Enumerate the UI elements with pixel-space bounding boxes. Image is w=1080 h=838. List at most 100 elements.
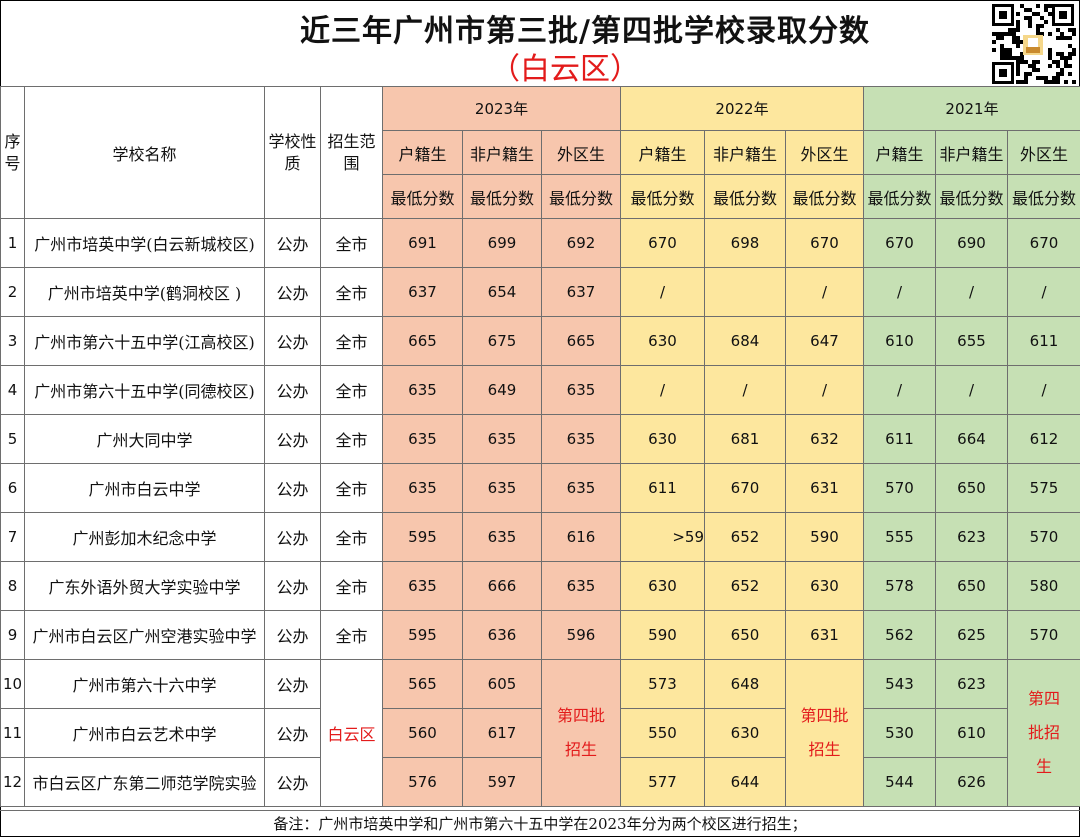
score-cell: 590 — [786, 513, 864, 562]
score-cell: 576 — [383, 758, 463, 807]
score-cell: 649 — [463, 366, 542, 415]
score-cell: 597 — [463, 758, 542, 807]
school-type: 公办 — [265, 268, 321, 317]
score-cell: / — [936, 268, 1008, 317]
row-index: 2 — [1, 268, 25, 317]
score-cell: 637 — [542, 268, 621, 317]
score-cell: 648 — [705, 660, 786, 709]
enrollment-scope: 全市 — [321, 513, 383, 562]
score-cell: 636 — [463, 611, 542, 660]
score-cell: 611 — [621, 464, 705, 513]
score-cell: 612 — [1008, 415, 1080, 464]
title-area: 近三年广州市第三批/第四批学校录取分数 （白云区） — [0, 0, 1080, 86]
score-cell: 590 — [621, 611, 705, 660]
score-cell: 623 — [936, 513, 1008, 562]
score-cell: 543 — [864, 660, 936, 709]
header-index: 序号 — [1, 87, 25, 219]
score-cell: 635 — [542, 415, 621, 464]
score-cell: 626 — [936, 758, 1008, 807]
row-index: 8 — [1, 562, 25, 611]
header-row-years: 序号 学校名称 学校性质 招生范围 2023年 2022年 2021年 — [1, 87, 1080, 131]
school-name: 广东外语外贸大学实验中学 — [25, 562, 265, 611]
score-cell: 610 — [864, 317, 936, 366]
score-cell: 631 — [786, 611, 864, 660]
row-index: 10 — [1, 660, 25, 709]
school-type: 公办 — [265, 464, 321, 513]
school-type: 公办 — [265, 709, 321, 758]
enrollment-scope: 全市 — [321, 366, 383, 415]
score-cell: 570 — [864, 464, 936, 513]
row-index: 5 — [1, 415, 25, 464]
batch4-label: 第四批招生 — [542, 660, 621, 807]
score-cell: 637 — [383, 268, 463, 317]
header-min-score: 最低分数 — [705, 175, 786, 219]
school-type: 公办 — [265, 758, 321, 807]
score-cell: 623 — [936, 660, 1008, 709]
score-cell: 595 — [383, 611, 463, 660]
score-cell: 650 — [705, 611, 786, 660]
header-min-score: 最低分数 — [542, 175, 621, 219]
score-cell: 681 — [705, 415, 786, 464]
enrollment-scope: 全市 — [321, 611, 383, 660]
score-cell: 635 — [463, 415, 542, 464]
score-cell: / — [621, 366, 705, 415]
header-min-score: 最低分数 — [463, 175, 542, 219]
school-name: 广州大同中学 — [25, 415, 265, 464]
score-cell: 635 — [383, 366, 463, 415]
batch4-label: 第四批招生 — [1008, 660, 1080, 807]
score-cell: 630 — [621, 415, 705, 464]
score-cell: 635 — [542, 464, 621, 513]
header-category: 户籍生 — [864, 131, 936, 175]
score-cell: 562 — [864, 611, 936, 660]
score-cell: 595 — [383, 513, 463, 562]
score-cell: 635 — [463, 464, 542, 513]
score-cell: 570 — [1008, 611, 1080, 660]
score-cell: 596 — [542, 611, 621, 660]
score-cell: / — [1008, 366, 1080, 415]
score-cell: 670 — [786, 219, 864, 268]
enrollment-scope: 全市 — [321, 219, 383, 268]
score-cell: 580 — [1008, 562, 1080, 611]
enrollment-scope: 全市 — [321, 562, 383, 611]
school-type: 公办 — [265, 366, 321, 415]
score-cell: 635 — [383, 562, 463, 611]
header-min-score: 最低分数 — [1008, 175, 1080, 219]
header-scope: 招生范围 — [321, 87, 383, 219]
row-index: 1 — [1, 219, 25, 268]
score-cell: 698 — [705, 219, 786, 268]
score-cell: 635 — [463, 513, 542, 562]
school-type: 公办 — [265, 317, 321, 366]
score-cell: 650 — [936, 464, 1008, 513]
batch4-label: 第四批招生 — [786, 660, 864, 807]
score-cell: 654 — [463, 268, 542, 317]
score-cell: 635 — [383, 415, 463, 464]
header-school-type: 学校性质 — [265, 87, 321, 219]
header-category: 非户籍生 — [936, 131, 1008, 175]
score-cell: 666 — [463, 562, 542, 611]
school-name: 广州市培英中学(白云新城校区) — [25, 219, 265, 268]
school-type: 公办 — [265, 415, 321, 464]
school-name: 广州市培英中学(鹤洞校区 ) — [25, 268, 265, 317]
school-name: 广州市第六十五中学(同德校区) — [25, 366, 265, 415]
score-cell: 635 — [542, 562, 621, 611]
score-cell: 670 — [1008, 219, 1080, 268]
header-min-score: 最低分数 — [864, 175, 936, 219]
row-index: 3 — [1, 317, 25, 366]
score-cell: 565 — [383, 660, 463, 709]
row-index: 12 — [1, 758, 25, 807]
enrollment-scope: 白云区 — [321, 660, 383, 807]
header-category: 户籍生 — [383, 131, 463, 175]
score-cell: 670 — [705, 464, 786, 513]
footnote: 备注：广州市培英中学和广州市第六十五中学在2023年分为两个校区进行招生； — [0, 810, 1080, 838]
score-cell: 691 — [383, 219, 463, 268]
score-cell: 631 — [786, 464, 864, 513]
score-cell: 560 — [383, 709, 463, 758]
score-cell: 555 — [864, 513, 936, 562]
